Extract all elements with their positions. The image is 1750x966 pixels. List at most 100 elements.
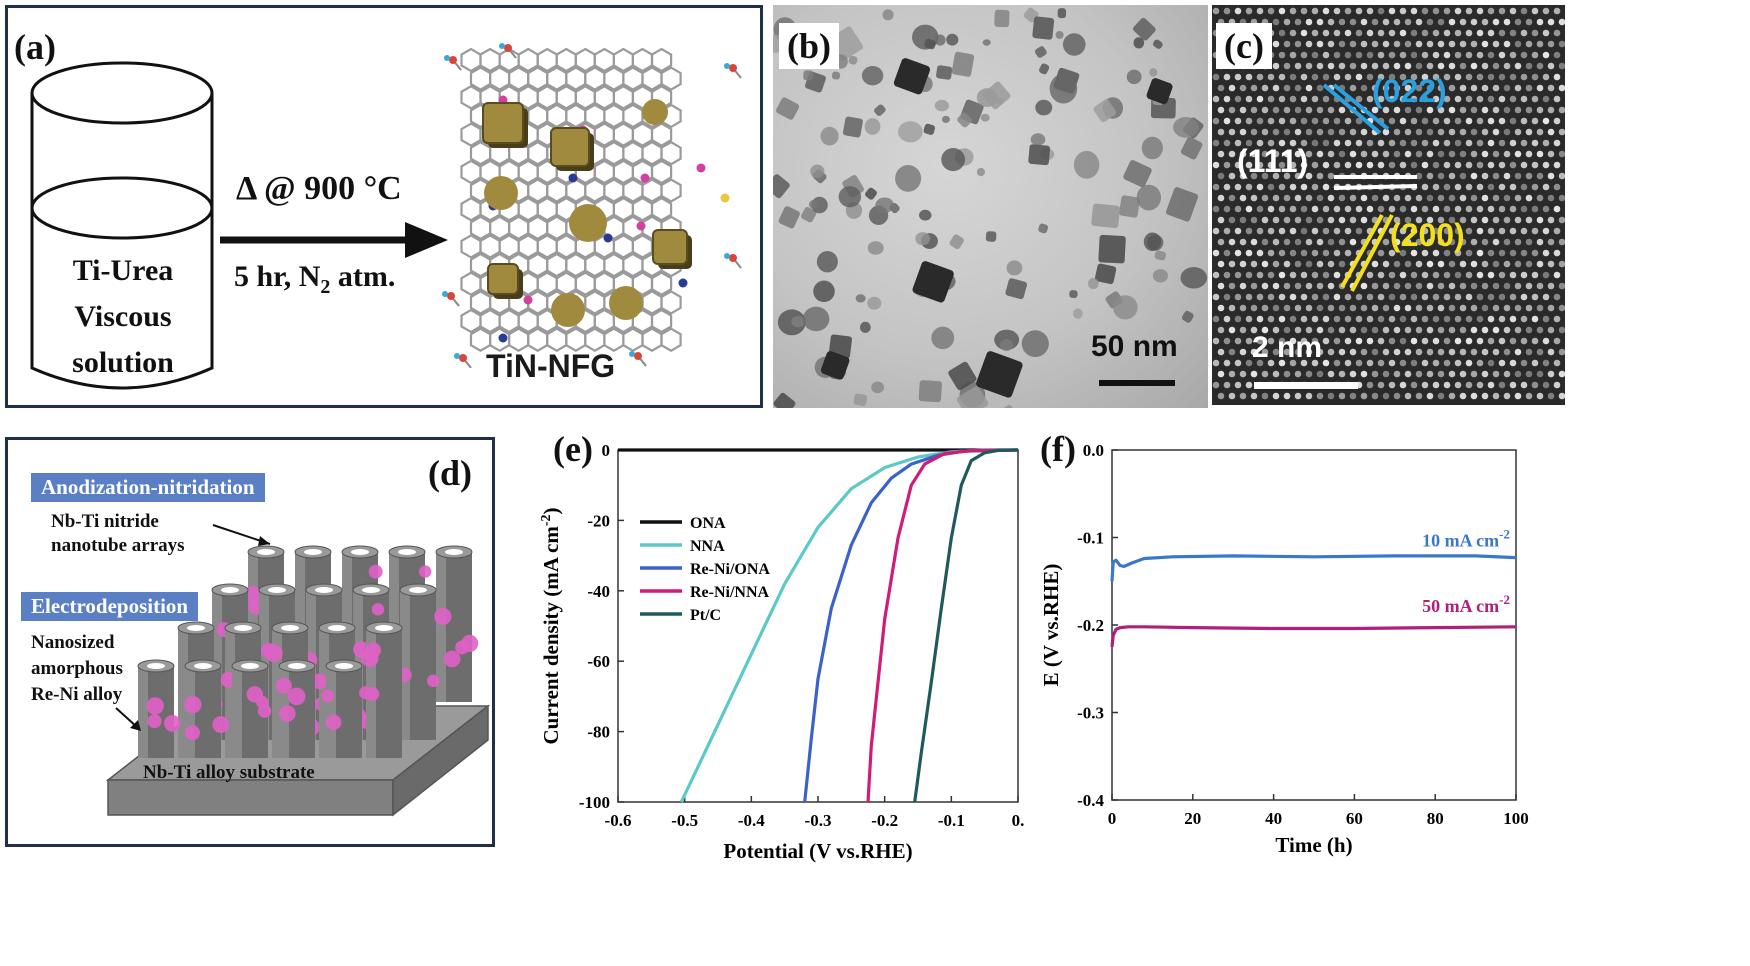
atomic-column — [1223, 205, 1231, 213]
atomic-column — [1465, 205, 1473, 213]
atomic-column — [1311, 183, 1319, 191]
legend-label: ONA — [690, 515, 726, 532]
atomic-column — [1514, 238, 1522, 246]
atomic-column — [1547, 216, 1555, 224]
atomic-column — [1410, 315, 1418, 323]
atomic-column — [1355, 337, 1363, 345]
atomic-column — [1349, 18, 1357, 26]
atomic-column — [1553, 337, 1561, 345]
atomic-column — [1223, 249, 1231, 257]
atomic-column — [1448, 216, 1456, 224]
atomic-column — [1404, 194, 1412, 202]
nanotube-highlight — [400, 590, 410, 740]
atomic-column — [1503, 392, 1511, 400]
atomic-column — [1432, 183, 1440, 191]
atomic-column — [1454, 139, 1462, 147]
lattice-hexagon — [650, 159, 673, 185]
atomic-column — [1311, 73, 1319, 81]
atomic-column — [1509, 337, 1517, 345]
atomic-column — [1278, 139, 1286, 147]
nanoparticle — [934, 99, 949, 112]
atomic-column — [1421, 227, 1429, 235]
re-ni-particle — [418, 565, 432, 578]
atomic-column — [1234, 227, 1242, 235]
atomic-column — [1437, 106, 1445, 114]
atomic-column — [1278, 183, 1286, 191]
atomic-column — [1311, 205, 1319, 213]
atomic-column — [1382, 392, 1390, 400]
atomic-column — [1256, 73, 1264, 81]
atomic-column — [1410, 227, 1418, 235]
atomic-column — [1415, 282, 1423, 290]
atomic-column — [1426, 128, 1434, 136]
atomic-column — [1432, 161, 1440, 169]
atomic-column — [1234, 183, 1242, 191]
atomic-column — [1492, 84, 1500, 92]
atomic-column — [1294, 150, 1302, 158]
atomic-column — [1234, 337, 1242, 345]
nanoparticle — [1141, 136, 1163, 160]
atomic-column — [1432, 29, 1440, 37]
atomic-column — [1514, 326, 1522, 334]
atomic-column — [1322, 139, 1330, 147]
atomic-column — [1404, 370, 1412, 378]
nanoparticle — [778, 206, 800, 229]
atomic-column — [1498, 271, 1506, 279]
atomic-column — [1470, 128, 1478, 136]
atomic-column — [1514, 18, 1522, 26]
series-annotation: 10 mA cm-2 — [1422, 526, 1510, 550]
nanoparticle — [980, 113, 990, 122]
atomic-column — [1509, 359, 1517, 367]
atomic-column — [1344, 51, 1352, 59]
atomic-column — [1558, 150, 1565, 158]
atomic-column — [1228, 84, 1236, 92]
atomic-column — [1245, 227, 1253, 235]
atomic-column — [1492, 62, 1500, 70]
atomic-column — [1437, 348, 1445, 356]
nanoparticle — [946, 33, 959, 46]
atomic-column — [1239, 172, 1247, 180]
atomic-column — [1487, 183, 1495, 191]
atomic-column — [1487, 73, 1495, 81]
nanoparticle — [1119, 195, 1140, 218]
atomic-column — [1305, 106, 1313, 114]
atomic-column — [1542, 139, 1550, 147]
atomic-column — [1426, 62, 1434, 70]
atomic-column — [1294, 194, 1302, 202]
atomic-column — [1437, 150, 1445, 158]
atomic-column — [1531, 51, 1539, 59]
atomic-column — [1289, 293, 1297, 301]
lattice-hexagon — [555, 234, 577, 259]
atomic-column — [1377, 73, 1385, 81]
atomic-column — [1426, 282, 1434, 290]
atomic-column — [1459, 194, 1467, 202]
y-tick-label: -80 — [587, 723, 610, 742]
atomic-column — [1531, 271, 1539, 279]
atomic-column — [1525, 194, 1533, 202]
atomic-column — [1487, 359, 1495, 367]
atomic-column — [1476, 227, 1484, 235]
atomic-column — [1470, 370, 1478, 378]
atomic-column — [1487, 381, 1495, 389]
atomic-column — [1448, 194, 1456, 202]
atomic-column — [1536, 326, 1544, 334]
atomic-column — [1459, 238, 1467, 246]
nanoparticle — [808, 200, 818, 209]
atomic-column — [1283, 304, 1291, 312]
atomic-column — [1294, 18, 1302, 26]
atomic-column — [1228, 370, 1236, 378]
hydrogen-atom — [724, 253, 730, 259]
atomic-column — [1525, 106, 1533, 114]
atomic-column — [1371, 260, 1379, 268]
atomic-column — [1223, 359, 1231, 367]
lattice-hexagon — [565, 103, 587, 129]
atomic-column — [1404, 216, 1412, 224]
atomic-column — [1388, 359, 1396, 367]
atomic-column — [1300, 95, 1308, 103]
atomic-column — [1553, 359, 1561, 367]
atomic-column — [1267, 249, 1275, 257]
atomic-column — [1338, 62, 1346, 70]
atomic-column — [1547, 326, 1555, 334]
nanoparticle — [791, 316, 805, 328]
atomic-column — [1509, 7, 1517, 15]
